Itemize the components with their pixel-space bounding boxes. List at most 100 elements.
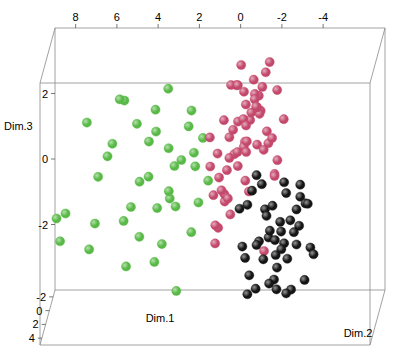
background	[0, 0, 400, 357]
x-tick	[199, 24, 200, 28]
point	[282, 289, 291, 298]
point	[115, 95, 124, 104]
y-tick	[42, 324, 46, 325]
point	[82, 118, 91, 127]
point	[94, 172, 103, 181]
series	[205, 57, 288, 255]
point	[241, 100, 250, 109]
point	[103, 152, 112, 161]
point	[144, 137, 153, 146]
point	[268, 133, 277, 142]
x-tick-label: 6	[114, 11, 120, 23]
x-tick	[281, 24, 282, 28]
z-tick-label: 0	[42, 153, 48, 165]
point	[265, 226, 274, 235]
x-tick	[240, 24, 241, 28]
point	[217, 186, 226, 195]
box-edge	[40, 83, 370, 84]
x-tick-label: -4	[318, 11, 328, 23]
point	[222, 166, 231, 175]
x-tick	[116, 24, 117, 28]
point	[289, 228, 298, 237]
point	[135, 177, 144, 186]
x-tick-label: -2	[277, 11, 287, 23]
box-edge	[40, 28, 55, 83]
y-tick	[45, 310, 49, 311]
point	[219, 116, 228, 125]
point	[233, 81, 242, 90]
point	[259, 255, 268, 264]
point	[194, 198, 203, 207]
point	[172, 286, 181, 295]
point	[157, 239, 166, 248]
box-edge	[40, 345, 370, 346]
point	[211, 221, 220, 230]
z-tick	[51, 159, 55, 160]
point	[252, 102, 261, 111]
point	[277, 227, 286, 236]
point	[257, 180, 266, 189]
point	[261, 68, 270, 77]
point	[238, 242, 247, 251]
point	[164, 84, 173, 93]
point	[187, 106, 196, 115]
point	[282, 188, 291, 197]
point	[150, 257, 159, 266]
point	[61, 209, 70, 218]
point	[213, 149, 222, 158]
box	[40, 28, 385, 345]
point	[177, 155, 186, 164]
point	[243, 290, 252, 299]
box-edge	[370, 28, 385, 83]
x-tick-label: 8	[73, 11, 79, 23]
point	[85, 245, 94, 254]
point	[252, 171, 261, 180]
x-axis-title: Dim.1	[146, 312, 175, 324]
point	[273, 156, 282, 165]
point	[151, 105, 160, 114]
box-edge	[55, 290, 385, 291]
y-tick	[38, 338, 42, 339]
z-tick-label: -2	[38, 219, 48, 231]
point	[225, 133, 234, 142]
point	[296, 180, 305, 189]
point	[211, 239, 220, 248]
point	[259, 246, 268, 255]
point	[135, 232, 144, 241]
point	[209, 191, 218, 200]
point	[245, 271, 254, 280]
point	[242, 147, 251, 156]
point	[292, 205, 301, 214]
point	[55, 237, 64, 246]
point	[272, 263, 281, 272]
point	[108, 139, 117, 148]
point	[206, 162, 215, 171]
point	[309, 250, 318, 259]
x-tick	[323, 24, 324, 28]
point	[151, 127, 160, 136]
point	[184, 122, 193, 131]
point	[292, 240, 301, 249]
axes: 86420-2-420-2-2024	[29, 11, 328, 344]
y-tick-label: -2	[36, 291, 46, 303]
point	[90, 219, 99, 228]
point	[225, 153, 234, 162]
z-tick-label: 2	[42, 88, 48, 100]
box-edge	[370, 83, 371, 345]
x-tick-label: 0	[238, 11, 244, 23]
point	[300, 275, 309, 284]
point	[226, 210, 235, 219]
point	[249, 75, 258, 84]
point	[187, 228, 196, 237]
point	[126, 202, 135, 211]
point	[262, 211, 271, 220]
point	[121, 262, 130, 271]
box-edge	[385, 28, 386, 290]
point	[223, 194, 232, 203]
series	[52, 84, 213, 295]
point	[251, 284, 260, 293]
chart: 86420-2-420-2-2024Dim.1Dim.2Dim.3	[0, 0, 400, 357]
y-tick	[49, 296, 53, 297]
point	[235, 204, 244, 213]
point	[171, 202, 180, 211]
